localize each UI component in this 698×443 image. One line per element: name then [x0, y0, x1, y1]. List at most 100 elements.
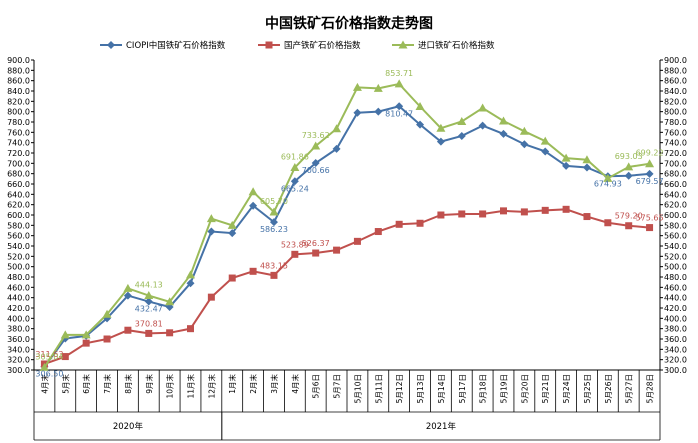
- data-point: [436, 137, 445, 146]
- y-tick-label-right: 360.0: [664, 335, 687, 344]
- data-point: [269, 218, 278, 227]
- y-tick-label-left: 720.0: [7, 149, 30, 158]
- data-label: 523.89: [281, 240, 309, 249]
- data-point: [457, 131, 466, 140]
- x-tick-label: 6月末: [81, 374, 91, 394]
- data-label: 674.93: [594, 179, 622, 188]
- data-label: 853.71: [385, 69, 413, 78]
- x-tick-label: 5月13日: [416, 374, 425, 403]
- x-tick-label: 5月12日: [395, 374, 404, 403]
- x-tick-label: 7月末: [102, 374, 112, 394]
- y-tick-label-left: 360.0: [7, 335, 30, 344]
- data-label: 810.47: [385, 109, 413, 118]
- data-point: [248, 187, 258, 196]
- y-tick-label-right: 660.0: [664, 180, 687, 189]
- data-point: [561, 153, 571, 162]
- y-tick-label-left: 400.0: [7, 314, 30, 323]
- x-tick-label: 4月末: [290, 374, 300, 394]
- x-tick-label: 1月末: [227, 374, 237, 394]
- y-tick-label-left: 820.0: [7, 97, 30, 106]
- data-point: [290, 163, 300, 172]
- data-point: [186, 270, 195, 279]
- x-tick-label: 5月21日: [541, 374, 550, 403]
- data-point: [144, 291, 154, 300]
- data-point: [311, 158, 320, 167]
- y-tick-label-left: 800.0: [7, 108, 30, 117]
- series-layer: [39, 79, 655, 371]
- y-tick-label-left: 840.0: [7, 87, 30, 96]
- data-point: [165, 297, 175, 306]
- data-point: [478, 103, 488, 112]
- series-2: [40, 205, 654, 368]
- y-tick-label-right: 900.0: [664, 56, 687, 65]
- legend-label: CIOPI中国铁矿石价格指数: [126, 40, 226, 51]
- data-label: 699.22: [636, 149, 664, 158]
- chart-title: 中国铁矿石价格指数走势图: [265, 15, 433, 32]
- year-label: 2020年: [113, 421, 144, 432]
- data-label: 575.65: [636, 214, 664, 223]
- data-point: [625, 222, 633, 230]
- y-tick-label-left: 900.0: [7, 56, 30, 65]
- data-point: [540, 136, 550, 145]
- data-point: [478, 121, 487, 130]
- year-label: 2021年: [426, 421, 457, 432]
- data-point: [228, 274, 236, 282]
- data-point: [416, 219, 424, 227]
- chart-legend: CIOPI中国铁矿石价格指数 国产铁矿石价格指数 进口铁矿石价格指数: [100, 40, 495, 51]
- data-point: [60, 330, 70, 339]
- data-point: [144, 297, 153, 306]
- y-tick-label-left: 760.0: [7, 128, 30, 137]
- x-tick-label: 5月26日: [604, 374, 613, 403]
- y-tick-label-left: 340.0: [7, 345, 30, 354]
- x-tick-label: 5月17日: [458, 374, 467, 403]
- data-label: 311.63: [35, 350, 63, 359]
- data-label: 370.81: [135, 319, 163, 328]
- x-tick-label: 11月末: [186, 374, 196, 399]
- data-point: [415, 102, 425, 110]
- data-point: [479, 210, 487, 218]
- y-tick-label-left: 320.0: [7, 356, 30, 365]
- data-point: [582, 155, 592, 164]
- y-tick-label-left: 540.0: [7, 242, 30, 251]
- data-point: [145, 329, 153, 337]
- legend-label: 进口铁矿石价格指数: [418, 40, 495, 51]
- data-point: [249, 201, 258, 210]
- y-tick-label-right: 680.0: [664, 170, 687, 179]
- data-point: [311, 141, 321, 150]
- y-tick-label-left: 640.0: [7, 190, 30, 199]
- data-point: [499, 116, 508, 125]
- data-point: [186, 279, 195, 288]
- data-label: 605.70: [260, 197, 288, 206]
- y-tick-label-right: 880.0: [664, 66, 687, 75]
- y-tick-label-right: 800.0: [664, 108, 687, 117]
- y-tick-label-left: 460.0: [7, 283, 30, 292]
- y-tick-label-right: 440.0: [664, 294, 687, 303]
- data-point: [416, 120, 425, 129]
- y-tick-label-right: 600.0: [664, 211, 687, 220]
- x-tick-label: 5月14日: [437, 374, 446, 403]
- data-label: 665.24: [281, 184, 309, 193]
- x-tick-label: 5月6日: [312, 374, 321, 399]
- data-label: 526.37: [302, 239, 330, 248]
- y-tick-label-left: 860.0: [7, 77, 30, 86]
- data-point: [81, 330, 91, 339]
- data-point: [520, 208, 528, 216]
- y-tick-label-right: 320.0: [664, 356, 687, 365]
- y-tick-label-left: 880.0: [7, 66, 30, 75]
- data-point: [645, 169, 654, 178]
- data-point: [123, 283, 133, 292]
- data-point: [82, 339, 90, 347]
- x-tick-label: 5月11日: [374, 374, 383, 403]
- data-point: [353, 108, 362, 117]
- data-label: 693.03: [615, 152, 643, 161]
- x-tick-label: 5月19日: [500, 374, 509, 403]
- y-tick-label-left: 600.0: [7, 211, 30, 220]
- data-point: [353, 237, 361, 245]
- x-tick-label: 5月7日: [333, 374, 342, 399]
- y-tick-label-right: 340.0: [664, 345, 687, 354]
- series-1: [40, 102, 654, 371]
- data-point: [437, 211, 445, 219]
- y-tick-label-right: 500.0: [664, 263, 687, 272]
- data-point: [352, 82, 362, 91]
- y-tick-label-right: 860.0: [664, 77, 687, 86]
